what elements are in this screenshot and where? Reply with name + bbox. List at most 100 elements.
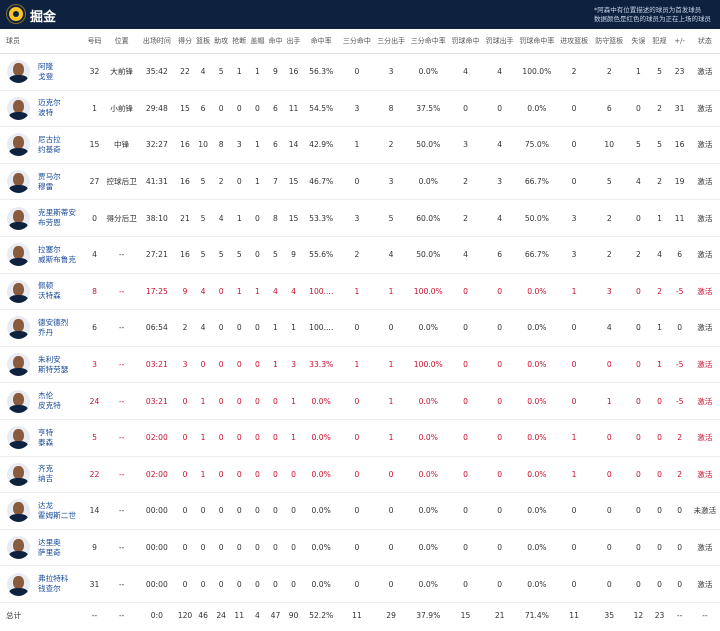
stat-cell: 9: [284, 236, 303, 274]
column-header[interactable]: 罚球出手: [482, 29, 517, 54]
stat-cell: 4: [627, 163, 650, 201]
total-cell: 23: [649, 601, 670, 629]
player-cell[interactable]: 尼古拉 约基奇: [0, 126, 84, 164]
column-header[interactable]: 位置: [105, 29, 138, 54]
player-cell[interactable]: 朱利安 斯特劳瑟: [0, 346, 84, 384]
player-name-link[interactable]: 杰伦 皮克特: [38, 391, 61, 411]
column-header[interactable]: 防守篮板: [591, 29, 628, 54]
column-header[interactable]: 出手: [284, 29, 303, 54]
player-cell[interactable]: 杰伦 皮克特: [0, 382, 84, 420]
column-header[interactable]: 三分出手: [373, 29, 409, 54]
player-name-link[interactable]: 克里斯蒂安 布劳恩: [38, 208, 76, 228]
stat-cell: 0: [482, 90, 517, 128]
player-cell[interactable]: 德安德烈 乔丹: [0, 309, 84, 347]
column-header[interactable]: 罚球命中: [448, 29, 483, 54]
column-header[interactable]: 助攻: [212, 29, 231, 54]
player-name-link[interactable]: 迈克尔 波特: [38, 98, 61, 118]
player-cell[interactable]: 齐克 纳吉: [0, 456, 84, 494]
player-row[interactable]: 杰伦 皮克特 24 -- 03:21 0 1 0 0 0 0 1 0.0% 0 1 0.0% 0 0 0.0% 0 1 0…: [0, 382, 720, 420]
column-header[interactable]: 球员: [0, 29, 84, 54]
player-cell[interactable]: 佩顿 沃特森: [0, 273, 84, 311]
stat-cell: 0: [556, 163, 592, 201]
player-name-link[interactable]: 贾马尔 穆雷: [38, 171, 61, 191]
player-row[interactable]: 迈克尔 波特 1 小前锋 29:48 15 6 0 0 0 6 11 54.5% 3 8 37.5% 0 0 0.0…: [0, 90, 720, 128]
player-row[interactable]: 达里奥 萨里奇 9 -- 00:00 0 0 0 0 0 0 0 0.0% 0 0 0.0% 0 0 0.0% 0 0 0…: [0, 529, 720, 567]
player-cell[interactable]: 达里奥 萨里奇: [0, 529, 84, 567]
stat-cell: 0: [448, 273, 483, 311]
stat-cell: 0: [649, 565, 670, 603]
player-name-link[interactable]: 尼古拉 约基奇: [38, 134, 61, 154]
stat-cell: 9: [266, 53, 285, 91]
column-header[interactable]: 号码: [83, 29, 106, 54]
column-header[interactable]: 得分: [175, 29, 195, 54]
column-header[interactable]: 命中: [266, 29, 285, 54]
player-cell[interactable]: 贾马尔 穆雷: [0, 163, 84, 201]
stat-cell: 0: [627, 492, 650, 530]
stat-cell: 0: [556, 309, 592, 347]
stat-cell: 54.5%: [302, 90, 340, 128]
player-row[interactable]: 达龙 霍姆斯二世 14 -- 00:00 0 0 0 0 0 0 0 0.0% 0 0 0.0% 0 0 0.0% 0…: [0, 492, 720, 530]
player-cell[interactable]: 弗拉特科 钱查尔: [0, 565, 84, 603]
player-row[interactable]: 佩顿 沃特森 8 -- 17:25 9 4 0 1 1 4 4 100.... 1 1 100.0% 0 0 0.0…: [0, 273, 720, 311]
stat-cell: 16: [175, 126, 195, 164]
player-name-link[interactable]: 达里奥 萨里奇: [38, 537, 61, 557]
stat-cell: 0.0%: [408, 382, 449, 420]
column-header[interactable]: 盖帽: [248, 29, 267, 54]
note-line-1: *阿森中有位置描述的球员为首发球员: [594, 6, 702, 14]
player-cell[interactable]: 阿隆 戈登: [0, 53, 84, 91]
stat-cell: 2: [448, 163, 483, 201]
column-header[interactable]: 三分命中: [339, 29, 374, 54]
column-header[interactable]: 犯规: [649, 29, 670, 54]
player-name-link[interactable]: 弗拉特科 钱查尔: [38, 574, 69, 594]
player-row[interactable]: 拉塞尔 威斯布鲁克 4 -- 27:21 16 5 5 5 0 5 9 55.6% 2 4 50.0% 4 6 66…: [0, 236, 720, 274]
player-name-link[interactable]: 佩顿 沃特森: [38, 281, 61, 301]
player-cell[interactable]: 达龙 霍姆斯二世: [0, 492, 84, 530]
player-row[interactable]: 尼古拉 约基奇 15 中锋 32:27 16 10 8 3 1 6 14 42.9% 1 2 50.0% 3 4 7…: [0, 126, 720, 164]
stat-cell: 2: [649, 163, 670, 201]
player-cell[interactable]: 迈克尔 波特: [0, 90, 84, 128]
player-cell[interactable]: 亨特 泰森: [0, 419, 84, 457]
total-cell: 11: [230, 601, 249, 629]
stat-cell: 5: [194, 199, 213, 237]
player-name-link[interactable]: 齐克 纳吉: [38, 464, 54, 484]
column-header[interactable]: 出场时间: [137, 29, 176, 54]
column-header[interactable]: 进攻篮板: [556, 29, 592, 54]
stat-cell: 0: [339, 163, 374, 201]
player-name-link[interactable]: 亨特 泰森: [38, 427, 54, 447]
player-avatar: [7, 60, 30, 84]
player-name-link[interactable]: 拉塞尔 威斯布鲁克: [38, 244, 76, 264]
player-row[interactable]: 齐克 纳吉 22 -- 02:00 0 1 0 0 0 0 0 0.0% 0 0 0.0% 0 0 0.0% 1 0 0 0…: [0, 456, 720, 494]
player-row[interactable]: 弗拉特科 钱查尔 31 -- 00:00 0 0 0 0 0 0 0 0.0% 0 0 0.0% 0 0 0.0% 0…: [0, 565, 720, 603]
player-row[interactable]: 贾马尔 穆雷 27 控球后卫 41:31 16 5 2 0 1 7 15 46.7% 0 3 0.0% 2 3 66…: [0, 163, 720, 201]
column-header[interactable]: +/-: [669, 29, 690, 54]
stat-cell: 10: [194, 126, 213, 164]
stat-cell: 0: [230, 529, 249, 567]
column-header[interactable]: 抢断: [230, 29, 249, 54]
player-row[interactable]: 朱利安 斯特劳瑟 3 -- 03:21 3 0 0 0 0 1 3 33.3% 1 1 100.0% 0 0 0.0…: [0, 346, 720, 384]
stat-cell: 02:00: [137, 419, 176, 457]
player-name-link[interactable]: 朱利安 斯特劳瑟: [38, 354, 69, 374]
column-header[interactable]: 状态: [689, 29, 720, 54]
column-header[interactable]: 失误: [627, 29, 650, 54]
stat-cell: 4: [591, 309, 628, 347]
player-name-link[interactable]: 达龙 霍姆斯二世: [38, 500, 76, 520]
stat-cell: 0: [627, 382, 650, 420]
column-header[interactable]: 三分命中率: [408, 29, 449, 54]
player-row[interactable]: 亨特 泰森 5 -- 02:00 0 1 0 0 0 0 1 0.0% 0 1 0.0% 0 0 0.0% 1 0 0 0 2…: [0, 419, 720, 457]
stat-cell: 3: [373, 163, 409, 201]
player-name-link[interactable]: 阿隆 戈登: [38, 61, 54, 81]
column-header[interactable]: 命中率: [302, 29, 340, 54]
player-row[interactable]: 克里斯蒂安 布劳恩 0 得分后卫 38:10 21 5 4 1 0 8 15 53.3% 3 5 60.0% 2…: [0, 199, 720, 237]
stat-cell: 42.9%: [302, 126, 340, 164]
stat-cell: 1: [266, 309, 285, 347]
player-cell[interactable]: 拉塞尔 威斯布鲁克: [0, 236, 84, 274]
column-header[interactable]: 罚球命中率: [516, 29, 557, 54]
player-name-link[interactable]: 德安德烈 乔丹: [38, 317, 69, 337]
stat-cell: 0: [339, 529, 374, 567]
stat-cell: 0.0%: [516, 382, 557, 420]
player-cell[interactable]: 克里斯蒂安 布劳恩: [0, 199, 84, 237]
player-row[interactable]: 德安德烈 乔丹 6 -- 06:54 2 4 0 0 0 1 1 100.... 0 0 0.0% 0 0 0.0%…: [0, 309, 720, 347]
column-header[interactable]: 篮板: [194, 29, 213, 54]
player-row[interactable]: 阿隆 戈登 32 大前锋 35:42 22 4 5 1 1 9 16 56.3% 0 3 0.0% 4 4 100.…: [0, 53, 720, 91]
stat-cell: 0.0%: [302, 419, 340, 457]
